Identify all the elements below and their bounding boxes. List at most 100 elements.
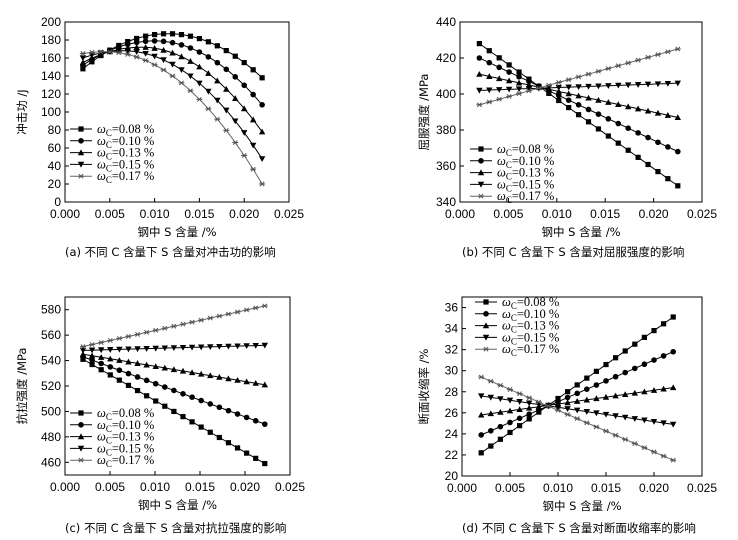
triangle-marker — [670, 384, 677, 391]
y-tick-label: 340 — [436, 195, 456, 209]
triangle-down-marker — [133, 49, 140, 56]
triangle-marker — [593, 395, 600, 402]
legend-subscript: C — [106, 459, 112, 469]
circle-marker — [564, 394, 571, 401]
data-series — [80, 38, 265, 108]
square-marker — [641, 334, 647, 340]
triangle-marker — [160, 46, 167, 53]
y-tick-label: 20 — [48, 177, 62, 191]
legend-label: ωC=0.13 % — [97, 430, 154, 446]
y-tick-label: 180 — [41, 33, 61, 47]
triangle-marker — [197, 370, 205, 377]
star-marker — [660, 453, 667, 459]
triangle-down-marker — [143, 346, 150, 352]
legend-label: ωC=0.13 % — [97, 146, 154, 162]
triangle-marker — [225, 375, 232, 382]
x-tick-label: 0.015 — [184, 207, 214, 221]
square-marker — [223, 48, 229, 54]
square-marker — [655, 168, 661, 175]
square-marker — [116, 377, 122, 383]
square-marker — [622, 348, 628, 354]
legend-subscript: C — [106, 412, 112, 422]
square-marker — [605, 133, 611, 139]
x-axis-label: 钢中 S 含量 /% — [137, 225, 216, 239]
circle-marker — [593, 382, 600, 388]
legend-value: =0.10 % — [517, 307, 559, 321]
y-tick-label: 460 — [41, 455, 61, 469]
star-marker — [595, 68, 602, 74]
circle-marker — [486, 59, 493, 66]
legend-label: ωC=0.17 % — [502, 342, 559, 358]
legend-subscript: C — [106, 447, 112, 457]
legend-value: =0.10 % — [112, 134, 154, 148]
triangle-marker — [506, 407, 514, 414]
star-marker — [196, 96, 203, 102]
legend-subscript: C — [106, 175, 112, 185]
legend-subscript: C — [506, 160, 512, 170]
circle-marker — [478, 432, 485, 438]
star-marker — [526, 395, 533, 401]
star-marker — [612, 432, 619, 438]
triangle-down-marker — [564, 406, 571, 412]
legend-label: ωC=0.10 % — [502, 307, 559, 323]
square-marker — [478, 146, 484, 152]
triangle-down-marker — [241, 130, 248, 136]
y-tick-label: 100 — [41, 105, 61, 119]
triangle-marker — [482, 322, 490, 329]
legend-symbol: ω — [97, 441, 106, 455]
circle-marker — [162, 384, 168, 390]
legend-value: =0.15 % — [517, 330, 559, 344]
circle-marker — [645, 134, 651, 141]
star-marker — [535, 399, 542, 405]
square-marker — [488, 443, 494, 449]
triangle-down-marker — [225, 343, 232, 350]
circle-marker — [107, 364, 114, 370]
x-axis-label: 钢中 S 含量 /% — [542, 499, 621, 513]
triangle-down-marker — [631, 416, 638, 422]
legend-subscript: C — [511, 301, 517, 311]
star-marker — [151, 62, 158, 68]
square-marker — [555, 395, 561, 402]
triangle-down-marker — [207, 344, 214, 351]
star-marker — [487, 378, 494, 384]
legend-subscript: C — [506, 183, 512, 193]
triangle-down-marker — [595, 83, 602, 90]
x-tick-label: 0.010 — [140, 207, 170, 221]
square-marker — [517, 423, 523, 429]
triangle-down-marker — [615, 82, 622, 89]
triangle-marker — [574, 398, 581, 404]
y-tick-label: 20 — [445, 469, 459, 483]
triangle-down-marker — [187, 73, 194, 80]
star-marker — [615, 63, 622, 69]
legend-label: ωC=0.10 % — [97, 418, 154, 434]
legend-symbol: ω — [97, 122, 106, 136]
triangle-marker — [612, 392, 619, 399]
x-tick-label: 0.005 — [493, 207, 523, 221]
square-marker — [107, 372, 113, 378]
y-tick-label: 440 — [436, 15, 456, 29]
star-marker — [178, 80, 185, 86]
star-marker — [189, 319, 196, 325]
star-marker — [545, 403, 552, 409]
circle-marker — [234, 411, 241, 417]
y-tick-label: 420 — [436, 51, 456, 65]
square-marker — [207, 429, 213, 435]
triangle-marker — [88, 352, 96, 359]
triangle-marker — [654, 109, 662, 116]
triangle-down-marker — [476, 87, 483, 94]
triangle-marker — [496, 75, 503, 82]
star-marker — [78, 457, 84, 463]
y-tick-label: 26 — [445, 406, 459, 420]
triangle-down-marker — [486, 87, 493, 94]
triangle-marker — [169, 49, 176, 56]
triangle-down-marker — [654, 81, 662, 88]
triangle-marker — [602, 393, 610, 400]
legend-value: =0.08 % — [517, 295, 559, 309]
triangle-down-marker — [261, 342, 268, 349]
panel-caption: (b) 不同 C 含量下 S 含量对屈服强度的影响 — [462, 245, 684, 259]
circle-marker — [243, 414, 250, 421]
legend-subscript: C — [106, 152, 112, 162]
triangle-down-marker — [152, 345, 159, 352]
triangle-down-marker — [151, 53, 158, 60]
star-marker — [106, 49, 113, 55]
